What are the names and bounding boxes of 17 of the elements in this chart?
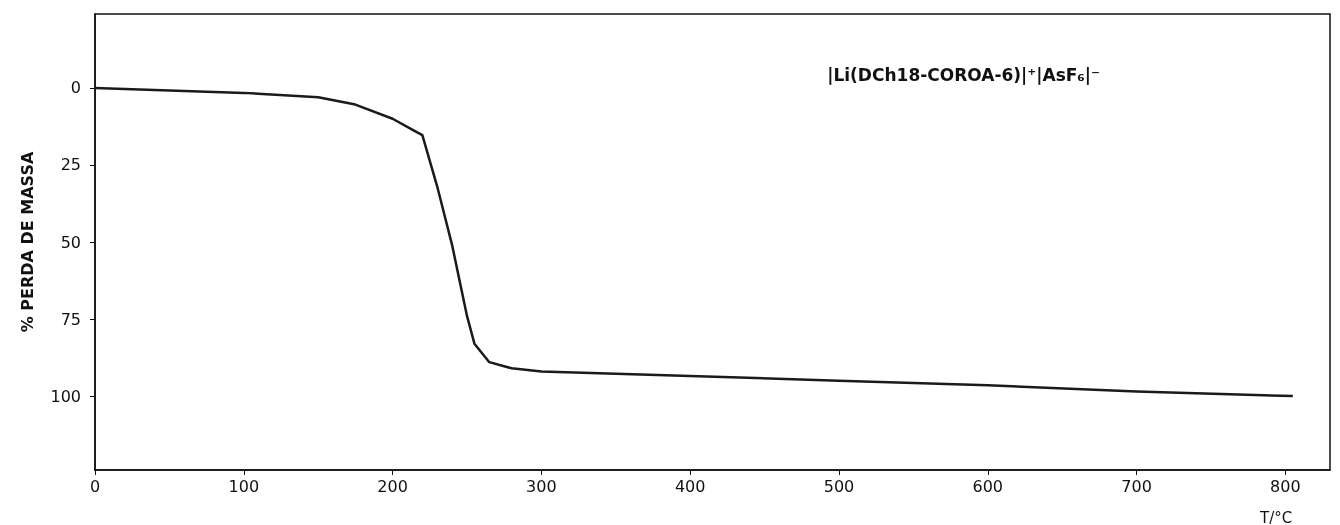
x-tick-label: 200 (377, 476, 408, 496)
x-axis-title: T/°C (1259, 508, 1293, 525)
y-tick-label: 50 (60, 232, 81, 252)
x-tick-label: 800 (1270, 476, 1301, 496)
x-tick-label: 500 (823, 476, 855, 496)
y-tick-label: 25 (60, 155, 81, 175)
y-tick-label: 100 (50, 386, 81, 406)
y-axis-title: % PERDA DE MASSA (17, 151, 37, 333)
x-tick-label: 700 (1121, 476, 1152, 496)
x-tick-label: 600 (972, 476, 1004, 496)
y-tick-label: 0 (70, 78, 81, 98)
x-tick-label: 300 (526, 476, 557, 496)
annotation: |Li(DCh18-COROA-6)|⁺|AsF₆|⁻ (827, 64, 1101, 85)
y-tick-label: 75 (60, 309, 81, 329)
x-tick-label: 100 (228, 476, 260, 496)
x-tick-label: 400 (674, 476, 706, 496)
x-tick-label: 0 (89, 476, 101, 496)
